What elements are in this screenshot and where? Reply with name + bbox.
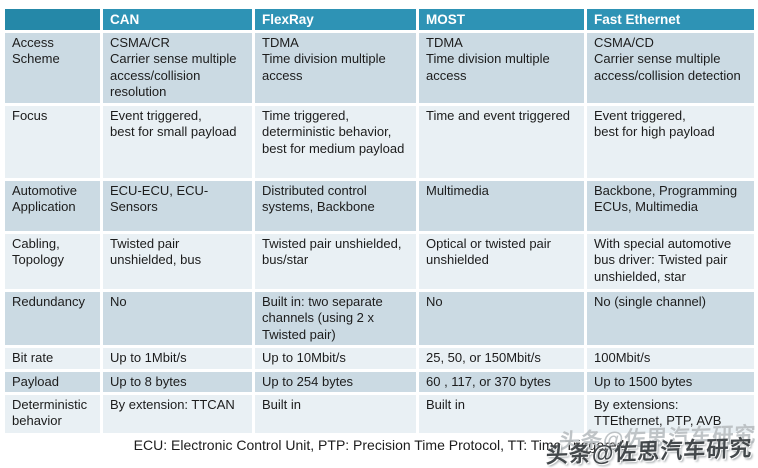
table-cell: By extensions: TTEthernet, PTP, AVB (587, 394, 754, 433)
column-header-fast-ethernet: Fast Ethernet (587, 9, 754, 30)
table-cell: No (103, 292, 252, 346)
table-cell: Up to 8 bytes (103, 371, 252, 392)
row-label: Automotive Application (5, 181, 100, 231)
table-row-bit-rate: Bit rate Up to 1Mbit/s Up to 10Mbit/s 25… (5, 348, 754, 369)
table-cell: Up to 254 bytes (255, 371, 416, 392)
table-cell: With special automotive bus driver: Twis… (587, 234, 754, 289)
table-row-focus: Focus Event triggered, best for small pa… (5, 106, 754, 178)
table-cell: No (single channel) (587, 292, 754, 346)
table-cell: Event triggered, best for small payload (103, 106, 252, 178)
table-cell: Built in (255, 394, 416, 433)
protocol-comparison-table: CAN FlexRay MOST Fast Ethernet Access Sc… (2, 6, 757, 436)
table-cell: Multimedia (419, 181, 584, 231)
table-row-redundancy: Redundancy No Built in: two separate cha… (5, 292, 754, 346)
table-cell: 100Mbit/s (587, 348, 754, 369)
column-header-most: MOST (419, 9, 584, 30)
table-cell: 25, 50, or 150Mbit/s (419, 348, 584, 369)
column-header-can: CAN (103, 9, 252, 30)
table-row-deterministic-behavior: Deterministic behavior By extension: TTC… (5, 394, 754, 433)
table-cell: Built in (419, 394, 584, 433)
table-cell: Up to 1Mbit/s (103, 348, 252, 369)
row-label: Focus (5, 106, 100, 178)
table-cell: 60 , 117, or 370 bytes (419, 371, 584, 392)
table-cell: Distributed control systems, Backbone (255, 181, 416, 231)
column-header-flexray: FlexRay (255, 9, 416, 30)
table-cell: TDMA Time division multiple access (255, 33, 416, 103)
row-label: Bit rate (5, 348, 100, 369)
row-label: Access Scheme (5, 33, 100, 103)
table-row-access-scheme: Access Scheme CSMA/CR Carrier sense mult… (5, 33, 754, 103)
table-cell: Time triggered, deterministic behavior, … (255, 106, 416, 178)
table-cell: By extension: TTCAN (103, 394, 252, 433)
row-label: Redundancy (5, 292, 100, 346)
table-row-payload: Payload Up to 8 bytes Up to 254 bytes 60… (5, 371, 754, 392)
table-cell: Up to 1500 bytes (587, 371, 754, 392)
header-corner-cell (5, 9, 100, 30)
table-cell: Event triggered, best for high payload (587, 106, 754, 178)
table-cell: TDMA Time division multiple access (419, 33, 584, 103)
table-cell: ECU-ECU, ECU-Sensors (103, 181, 252, 231)
abbreviation-footnote: ECU: Electronic Control Unit, PTP: Preci… (133, 437, 625, 453)
table-cell: Twisted pair unshielded, bus (103, 234, 252, 289)
table-cell: Optical or twisted pair unshielded (419, 234, 584, 289)
table-cell: CSMA/CR Carrier sense multiple access/co… (103, 33, 252, 103)
table-cell: CSMA/CD Carrier sense multiple access/co… (587, 33, 754, 103)
row-label: Deterministic behavior (5, 394, 100, 433)
table-cell: Up to 10Mbit/s (255, 348, 416, 369)
table-cell: Built in: two separate channels (using 2… (255, 292, 416, 346)
table-cell: Twisted pair unshielded, bus/star (255, 234, 416, 289)
header-row: CAN FlexRay MOST Fast Ethernet (5, 9, 754, 30)
table-cell: Time and event triggered (419, 106, 584, 178)
table-row-automotive-application: Automotive Application ECU-ECU, ECU-Sens… (5, 181, 754, 231)
row-label: Payload (5, 371, 100, 392)
row-label: Cabling, Topology (5, 234, 100, 289)
table-cell: Backbone, Programming ECUs, Multimedia (587, 181, 754, 231)
table-row-cabling-topology: Cabling, Topology Twisted pair unshielde… (5, 234, 754, 289)
table-cell: No (419, 292, 584, 346)
